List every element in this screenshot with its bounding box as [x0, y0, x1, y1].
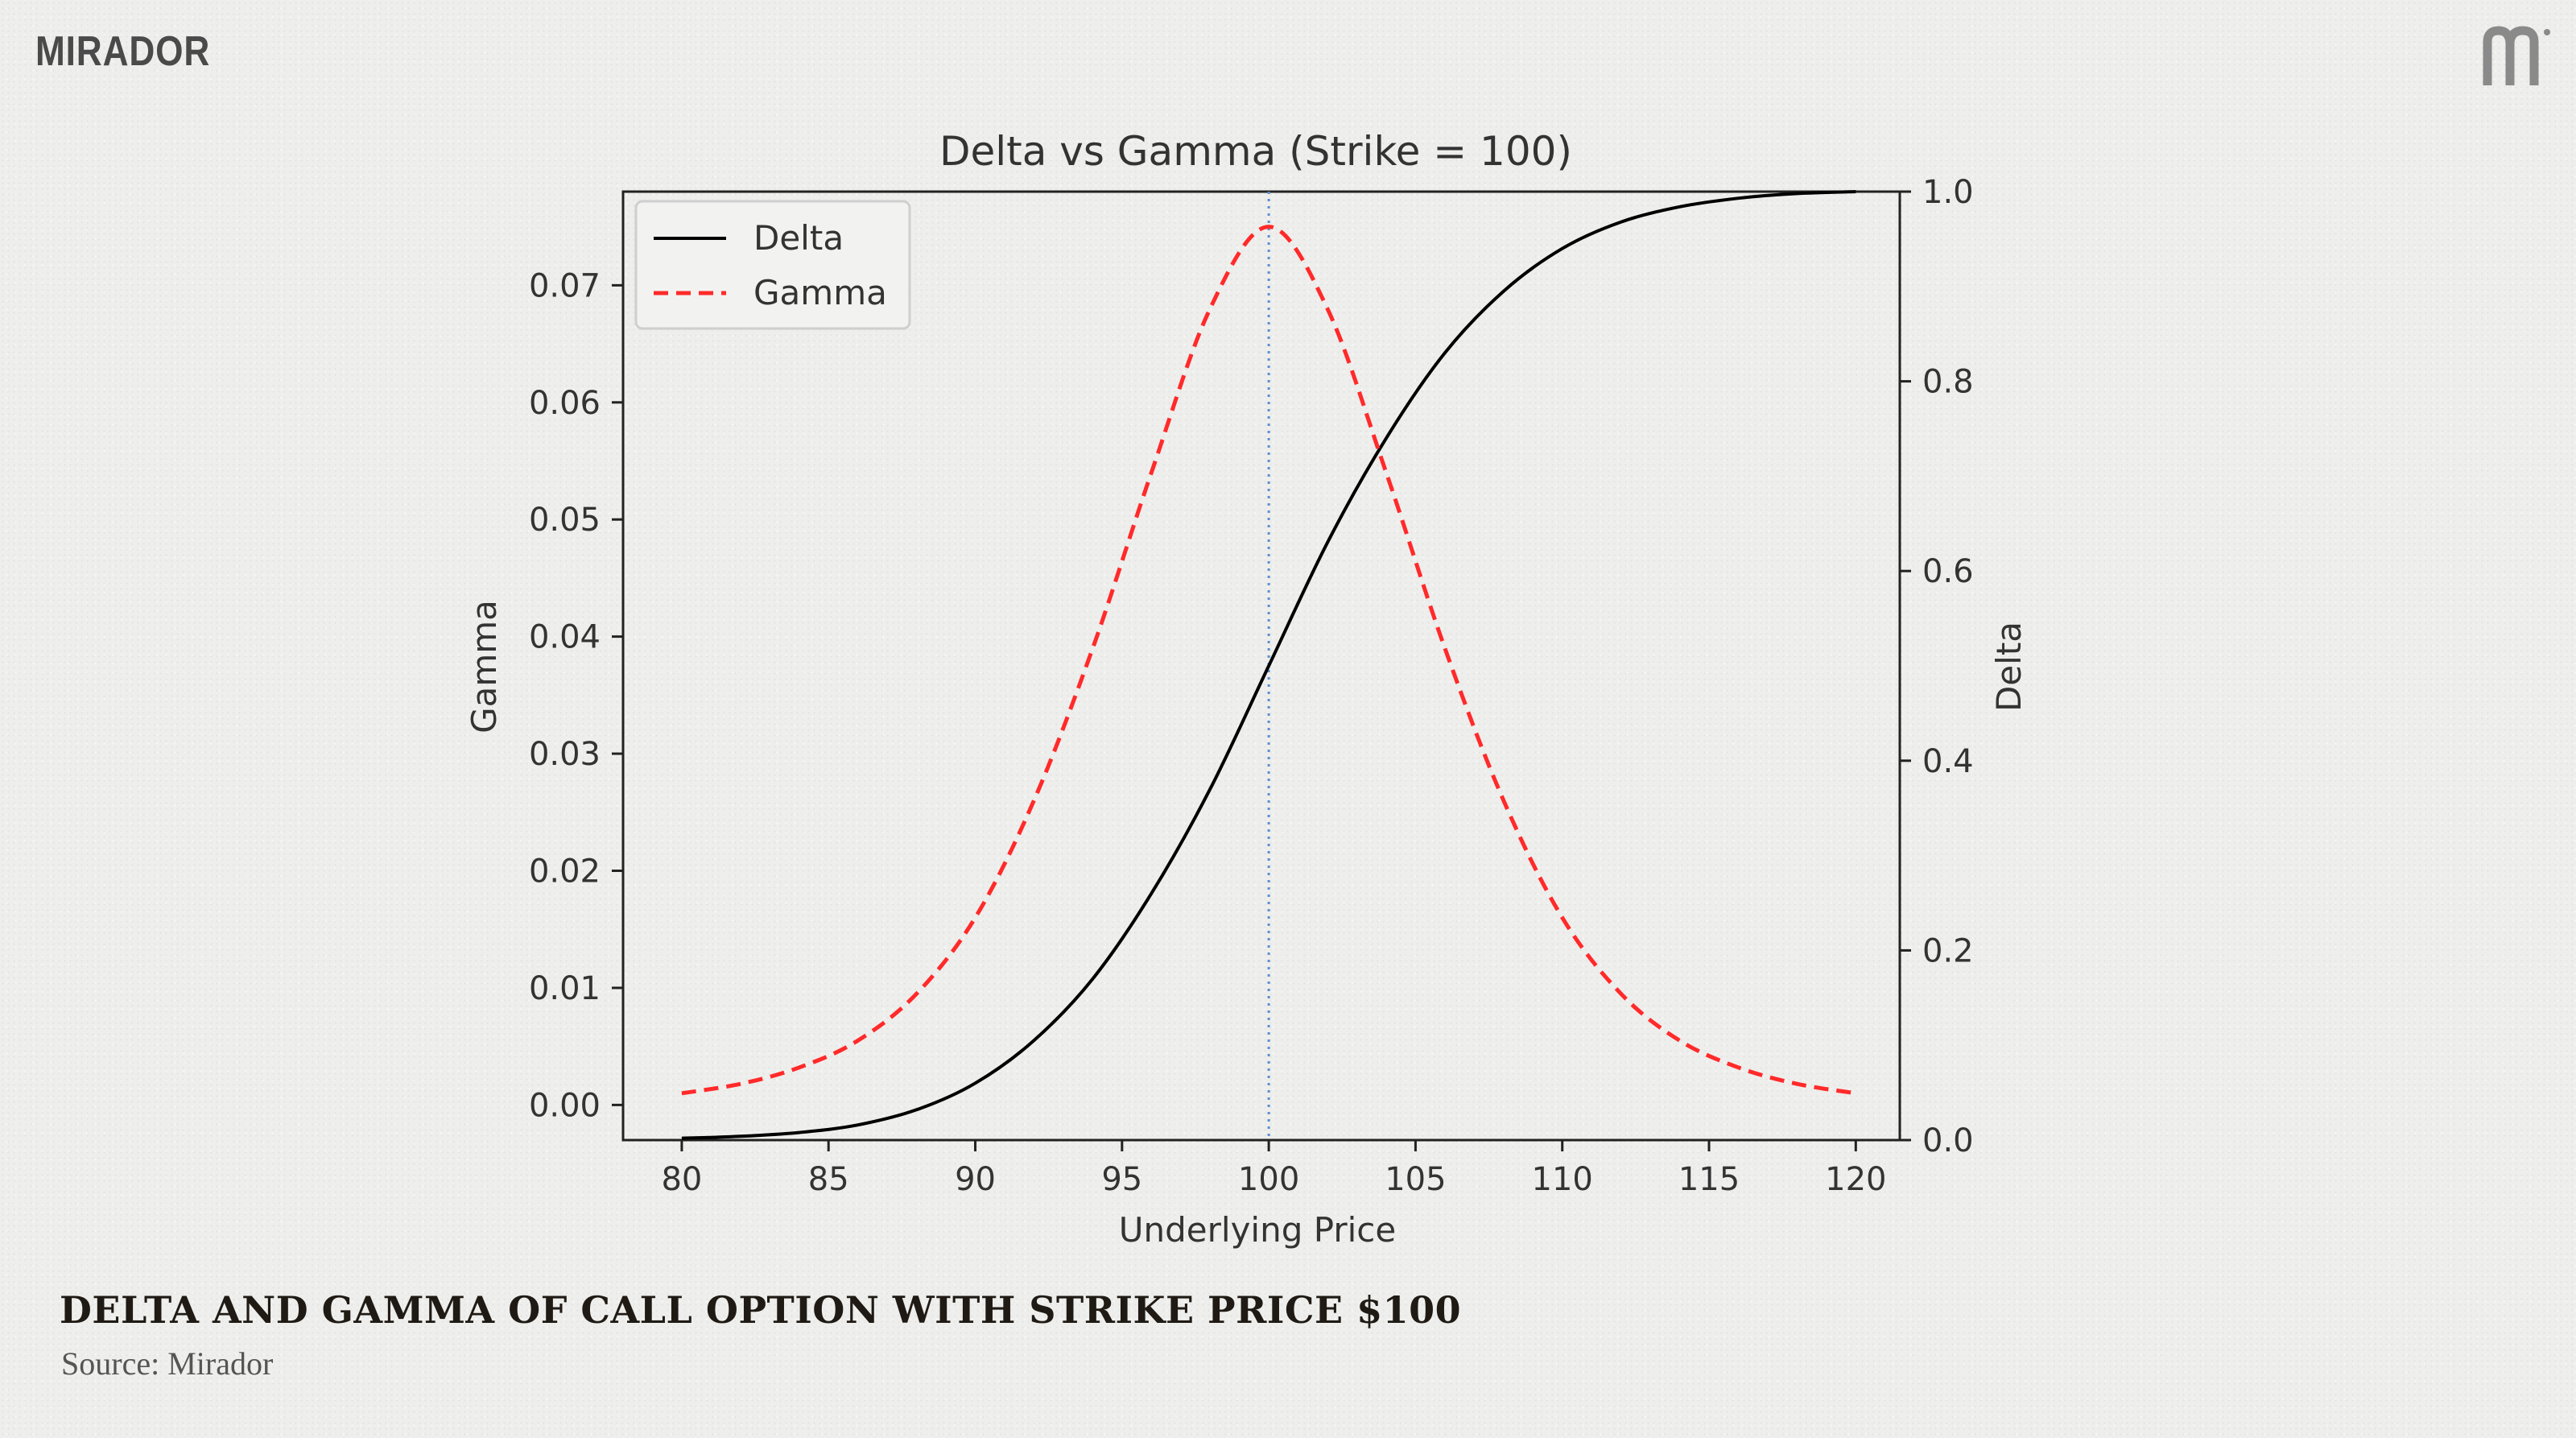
y-left-tick-label: 0.03 [529, 736, 601, 773]
legend: Delta Gamma [634, 200, 911, 330]
y-right-tick-label: 1.0 [1922, 174, 1974, 211]
y-axis-right: 0.0 0.2 0.4 0.6 0.8 1.0 [1900, 174, 1974, 1159]
x-tick-label: 105 [1385, 1161, 1446, 1198]
y-left-tick-label: 0.04 [529, 619, 601, 656]
x-tick-label: 90 [955, 1161, 996, 1198]
figure-caption: DELTA AND GAMMA OF CALL OPTION WITH STRI… [60, 1288, 1462, 1332]
y-axis-left: 0.00 0.01 0.02 0.03 0.04 0.05 0.06 0.07 [529, 267, 623, 1124]
y-left-tick-label: 0.07 [529, 267, 601, 304]
brand-wordmark: MIRADOR [35, 28, 211, 75]
delta-series-line [681, 190, 1856, 1140]
y-left-tick-label: 0.06 [529, 385, 601, 422]
x-axis-label: Underlying Price [1119, 1210, 1396, 1250]
chart: Delta vs Gamma (Strike = 100) 80 85 90 95 10… [464, 128, 2029, 1250]
figure-source: Source: Mirador [61, 1345, 274, 1382]
chart-title: Delta vs Gamma (Strike = 100) [939, 128, 1572, 175]
x-tick-label: 95 [1101, 1161, 1142, 1198]
legend-gamma-label: Gamma [753, 273, 887, 312]
y-left-tick-label: 0.02 [529, 853, 601, 890]
x-tick-label: 110 [1532, 1161, 1593, 1198]
y-axis-left-label: Gamma [464, 600, 504, 733]
legend-delta-label: Delta [753, 218, 844, 258]
y-left-tick-label: 0.05 [529, 502, 601, 539]
x-tick-label: 115 [1678, 1161, 1740, 1198]
y-right-tick-label: 0.4 [1922, 743, 1974, 780]
y-right-tick-label: 0.2 [1922, 932, 1974, 969]
y-axis-right-label: Delta [1989, 622, 2029, 712]
plot-frame [621, 190, 1901, 1142]
x-tick-label: 100 [1238, 1161, 1299, 1198]
legend-box [634, 200, 911, 330]
x-tick-label: 80 [661, 1161, 702, 1198]
mirador-m-logo-icon [2483, 26, 2550, 85]
y-right-tick-label: 0.6 [1922, 553, 1974, 590]
y-right-tick-label: 0.8 [1922, 364, 1974, 401]
x-tick-label: 120 [1825, 1161, 1886, 1198]
y-left-tick-label: 0.01 [529, 970, 601, 1007]
gamma-series-line [681, 225, 1856, 1096]
y-right-tick-label: 0.0 [1922, 1122, 1974, 1159]
series-layer [681, 190, 1856, 1140]
y-left-tick-label: 0.00 [529, 1087, 601, 1124]
x-axis: 80 85 90 95 100 105 110 115 120 [661, 1140, 1886, 1198]
x-tick-label: 85 [808, 1161, 849, 1198]
